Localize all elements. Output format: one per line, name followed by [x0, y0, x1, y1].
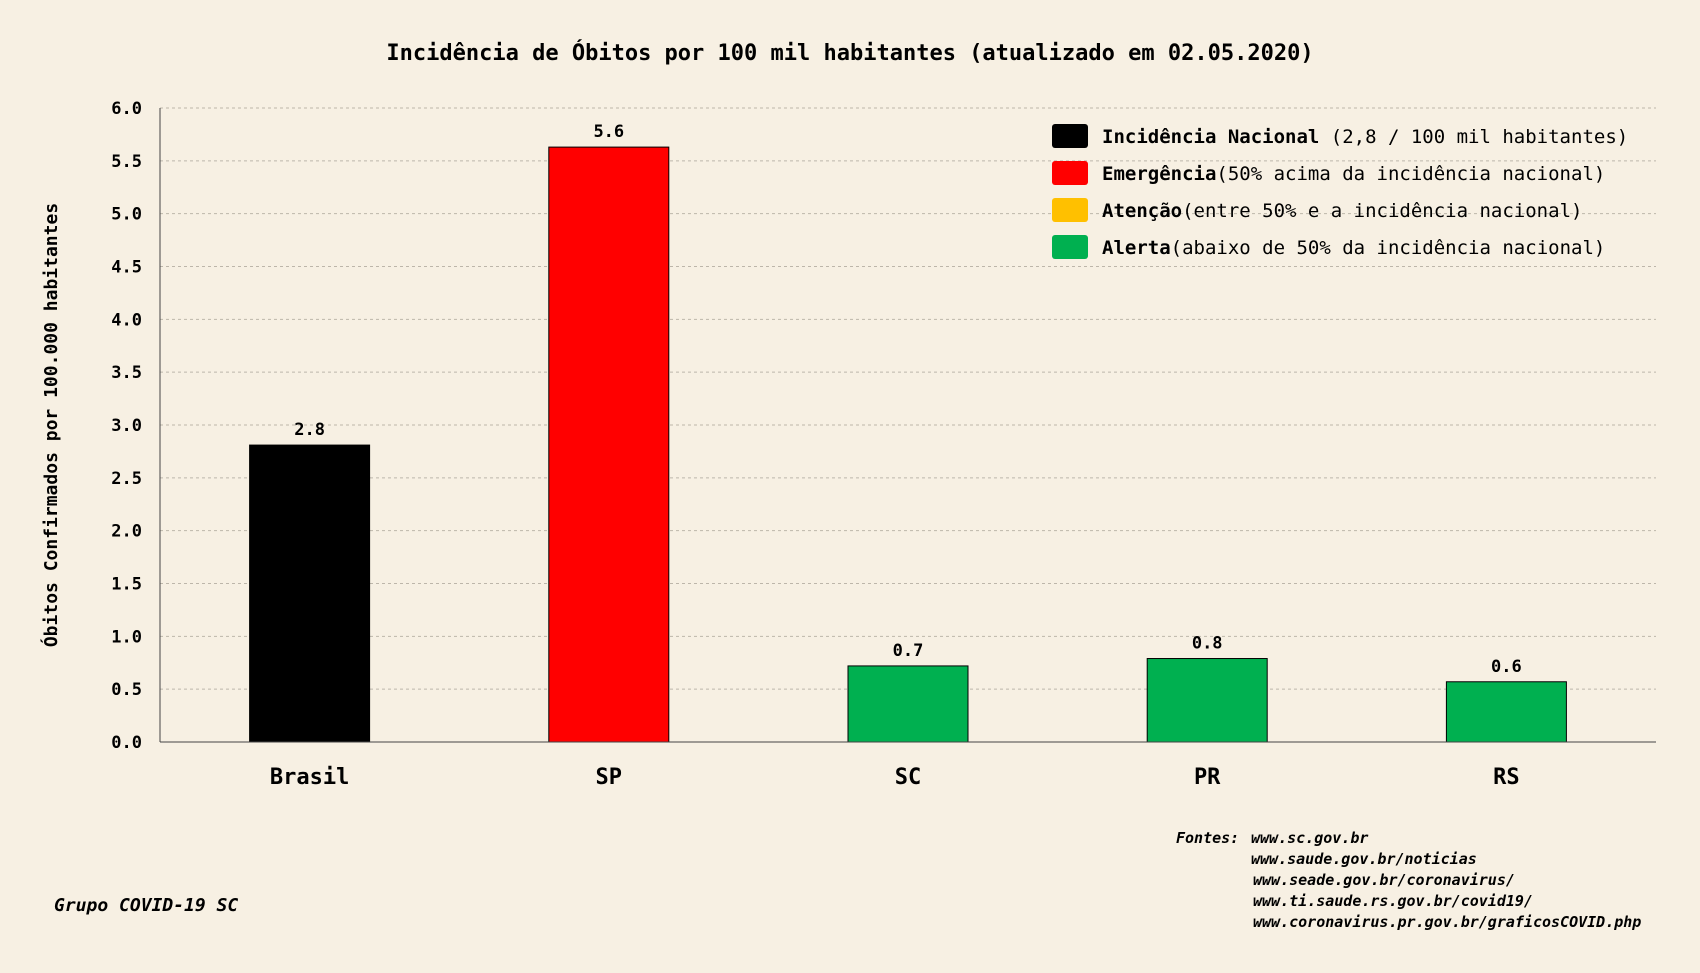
- legend-entry: Alerta(abaixo de 50% da incidência nacio…: [1102, 237, 1605, 259]
- y-axis-label: Óbitos Confirmados por 100.000 habitante…: [40, 203, 62, 647]
- y-tick-label: 4.5: [111, 258, 142, 278]
- legend-entry-bold: Alerta: [1102, 237, 1171, 259]
- data-label: 0.7: [893, 641, 924, 661]
- credit-text: Grupo COVID-19 SC: [54, 895, 238, 916]
- x-axis-categories: Brasil SP SC PR RS: [270, 765, 1520, 790]
- y-tick-label: 2.5: [111, 469, 142, 489]
- y-tick-label: 5.0: [111, 205, 142, 225]
- y-tick-label: 3.5: [111, 363, 142, 383]
- x-tick-label: SP: [596, 765, 623, 790]
- legend-swatch: [1052, 161, 1088, 185]
- legend-entry: Emergência(50% acima da incidência nacio…: [1102, 163, 1605, 185]
- source-line: www.coronavirus.pr.gov.br/graficosCOVID.…: [1253, 913, 1641, 931]
- legend-entry-bold: Incidência Nacional: [1102, 126, 1319, 148]
- legend-entry-detail: (entre 50% e a incidência nacional): [1182, 200, 1582, 222]
- data-label: 2.8: [294, 420, 325, 440]
- legend-entry-bold: Atenção: [1102, 200, 1182, 222]
- y-tick-label: 5.5: [111, 152, 142, 172]
- bar-sc: [847, 665, 969, 743]
- source-line: www.ti.saude.rs.gov.br/covid19/: [1253, 892, 1533, 910]
- legend-swatch: [1052, 235, 1088, 259]
- sources-label: Fontes:: [1176, 829, 1239, 847]
- source-line: www.sc.gov.br: [1251, 829, 1368, 847]
- y-tick-label: 0.5: [111, 680, 142, 700]
- legend: Incidência Nacional (2,8 / 100 mil habit…: [1052, 124, 1628, 259]
- data-label: 5.6: [593, 122, 624, 142]
- legend-entry-bold: Emergência: [1102, 163, 1216, 185]
- gridlines: [160, 107, 1656, 690]
- y-axis-ticks: 0.0 0.5 1.0 1.5 2.0 2.5 3.0 3.5 4.0 4.5 5.0 5.5 6.0: [111, 99, 142, 753]
- legend-entry-detail: (abaixo de 50% da incidência nacional): [1171, 237, 1606, 259]
- y-tick-label: 1.5: [111, 575, 142, 595]
- chart-title: Incidência de Óbitos por 100 mil habitan…: [386, 40, 1313, 66]
- bars: [249, 146, 1567, 743]
- y-tick-label: 4.0: [111, 310, 142, 330]
- bar-sp: [548, 146, 670, 743]
- data-label: 0.8: [1192, 634, 1223, 654]
- legend-entry-detail: (2,8 / 100 mil habitantes): [1319, 126, 1628, 148]
- x-tick-label: Brasil: [270, 765, 349, 790]
- sources-block: Fontes: www.sc.gov.br www.saude.gov.br/n…: [1176, 829, 1641, 931]
- source-line: www.saude.gov.br/noticias: [1251, 850, 1477, 868]
- y-tick-label: 3.0: [111, 416, 142, 436]
- y-tick-label: 0.0: [111, 733, 142, 753]
- bar-rs: [1445, 681, 1567, 743]
- y-tick-label: 1.0: [111, 627, 142, 647]
- legend-swatch: [1052, 124, 1088, 148]
- legend-entry: Incidência Nacional (2,8 / 100 mil habit…: [1102, 126, 1628, 148]
- data-label: 0.6: [1491, 657, 1522, 677]
- bar-brasil: [249, 444, 371, 743]
- legend-entry-detail: (50% acima da incidência nacional): [1216, 163, 1605, 185]
- y-tick-label: 6.0: [111, 99, 142, 119]
- data-labels: 2.8 5.6 0.7 0.8 0.6: [294, 122, 1522, 677]
- x-tick-label: SC: [895, 765, 922, 790]
- legend-swatch: [1052, 198, 1088, 222]
- y-tick-label: 2.0: [111, 522, 142, 542]
- x-tick-label: PR: [1194, 765, 1221, 790]
- x-tick-label: RS: [1493, 765, 1520, 790]
- source-line: www.seade.gov.br/coronavirus/: [1253, 871, 1515, 889]
- legend-entry: Atenção(entre 50% e a incidência naciona…: [1102, 200, 1582, 222]
- bar-pr: [1146, 658, 1268, 743]
